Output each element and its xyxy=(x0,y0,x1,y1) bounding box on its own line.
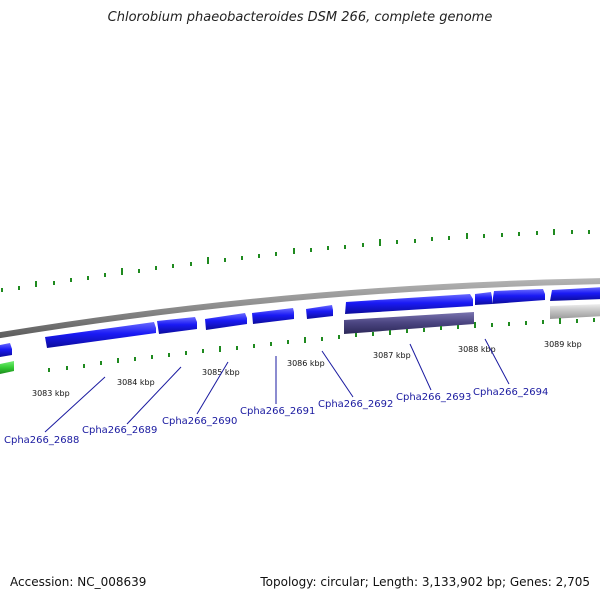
gene-arrow[interactable] xyxy=(306,305,333,319)
gene-labels: Cpha266_2688 Cpha266_2689 Cpha266_2690 C… xyxy=(4,387,548,446)
gene-arrow[interactable] xyxy=(475,292,492,305)
kbp-label: 3084 kbp xyxy=(117,378,155,387)
label-leader-lines xyxy=(44,338,510,433)
gene-arrow[interactable] xyxy=(205,313,247,330)
other-gene[interactable] xyxy=(550,304,600,319)
gene-label[interactable]: Cpha266_2693 xyxy=(396,392,471,403)
kbp-label: 3085 kbp xyxy=(202,368,240,377)
gene-label[interactable]: Cpha266_2691 xyxy=(240,406,315,417)
gene-arrow[interactable] xyxy=(0,343,12,357)
kbp-label: 3089 kbp xyxy=(544,340,582,349)
gene-label[interactable]: Cpha266_2689 xyxy=(82,425,157,436)
kbp-labels: 3083 kbp 3084 kbp 3085 kbp 3086 kbp 3087… xyxy=(32,340,582,398)
highlighted-gene[interactable] xyxy=(344,312,474,334)
gene-arrow[interactable] xyxy=(550,287,600,301)
kbp-label: 3086 kbp xyxy=(287,359,325,368)
gene-arrow[interactable] xyxy=(157,317,197,334)
kbp-label: 3088 kbp xyxy=(458,345,496,354)
map-title: Chlorobium phaeobacteroides DSM 266, com… xyxy=(107,10,493,25)
gene-label[interactable]: Cpha266_2694 xyxy=(473,387,548,398)
gene-label[interactable]: Cpha266_2688 xyxy=(4,435,79,446)
scale-tick-row xyxy=(48,318,595,372)
kbp-label: 3087 kbp xyxy=(373,351,411,360)
outer-tick-row xyxy=(1,229,590,292)
forward-genes xyxy=(0,287,600,357)
genome-summary-text: Topology: circular; Length: 3,133,902 bp… xyxy=(260,575,590,589)
genome-backbone xyxy=(0,278,600,339)
rna-gene[interactable] xyxy=(0,361,14,374)
kbp-label: 3083 kbp xyxy=(32,389,70,398)
gene-label[interactable]: Cpha266_2692 xyxy=(318,399,393,410)
gene-arrow[interactable] xyxy=(345,294,473,314)
gene-arrow[interactable] xyxy=(45,322,156,348)
accession-text: Accession: NC_008639 xyxy=(10,575,147,589)
gene-label[interactable]: Cpha266_2690 xyxy=(162,416,237,427)
gene-arrow[interactable] xyxy=(492,289,545,304)
gene-arrow[interactable] xyxy=(252,308,294,324)
